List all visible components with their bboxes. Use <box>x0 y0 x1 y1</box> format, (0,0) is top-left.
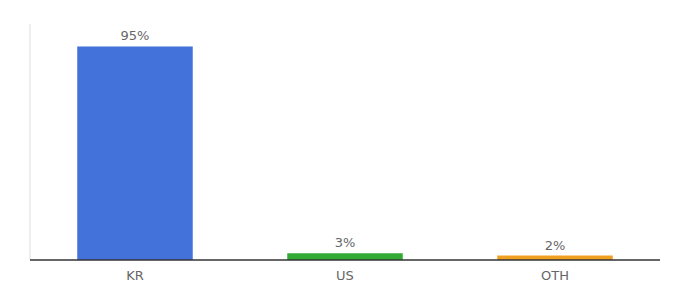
y-range-line <box>30 24 31 260</box>
data-label: 95% <box>121 28 150 43</box>
chart: KR US OTH 95% 3% 2% <box>0 0 680 300</box>
chart-container: KR US OTH 95% 3% 2% <box>0 0 680 300</box>
x-tick-label: KR <box>126 268 144 283</box>
x-axis-line <box>30 259 660 261</box>
data-label: 3% <box>335 235 356 250</box>
bar <box>287 253 403 260</box>
bar <box>77 46 193 260</box>
bars <box>77 46 613 260</box>
data-label: 2% <box>545 238 566 253</box>
x-tick-label: OTH <box>541 268 569 283</box>
x-tick-label: US <box>336 268 354 283</box>
